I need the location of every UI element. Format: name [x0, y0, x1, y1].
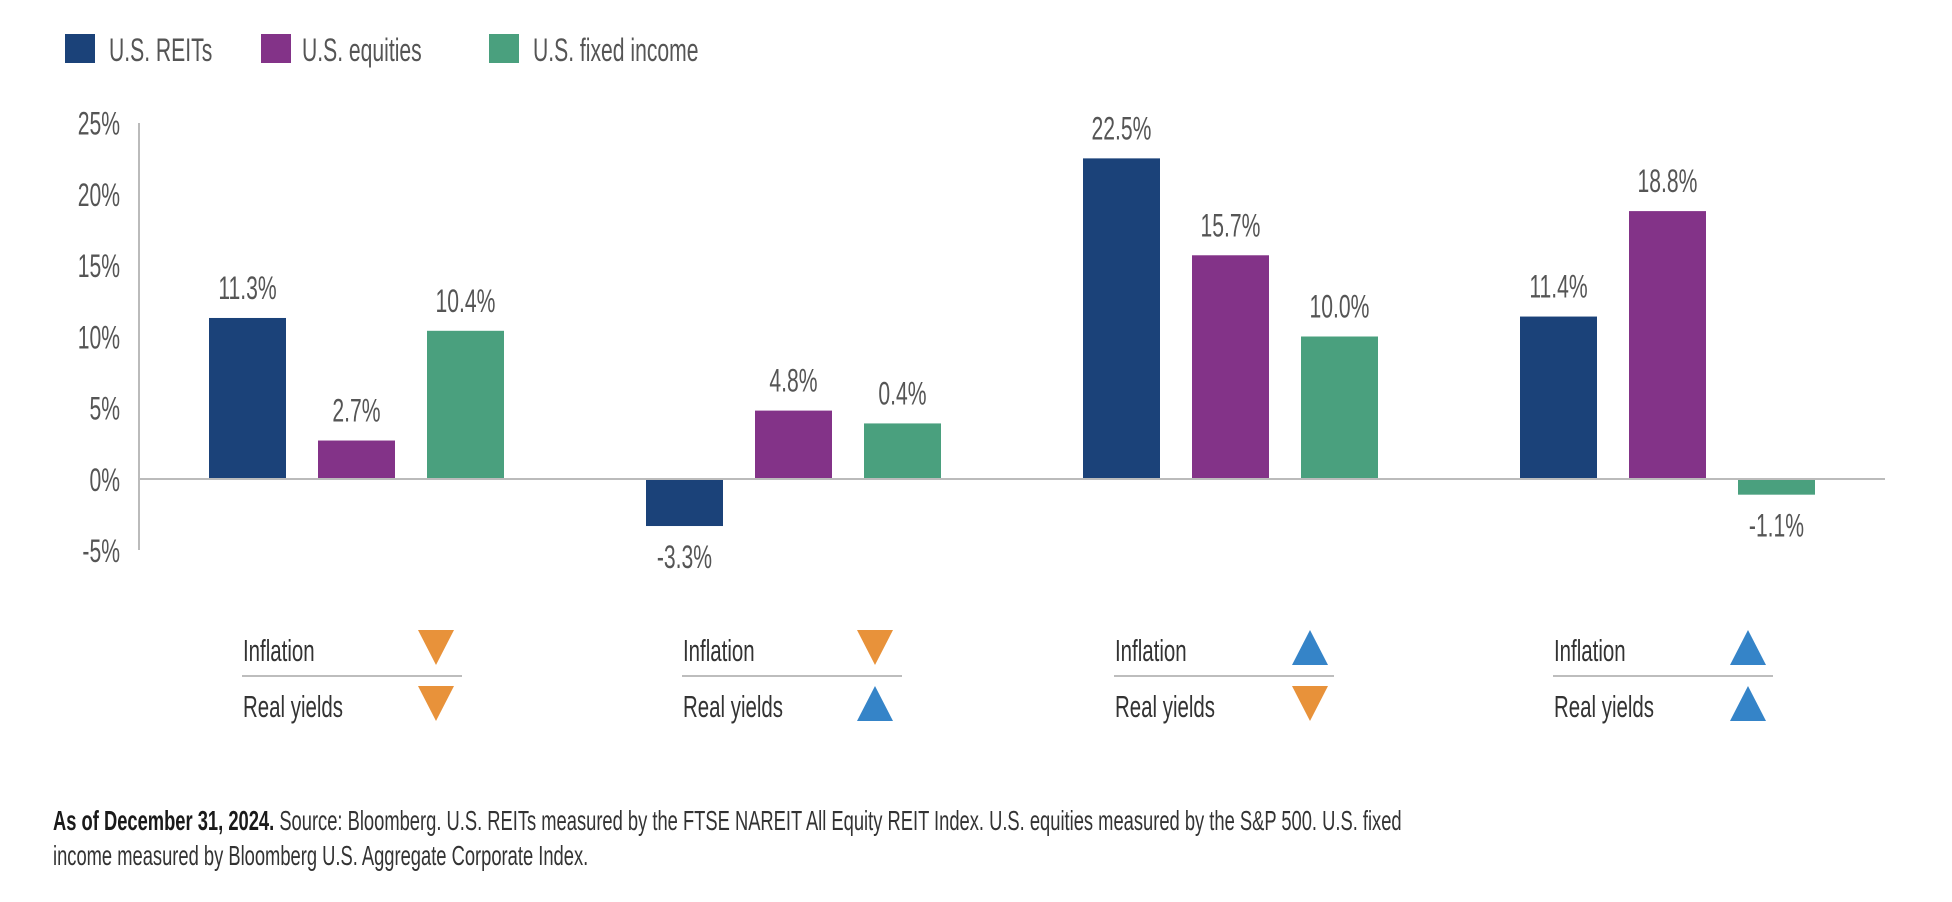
bar-equities	[1629, 211, 1706, 479]
bar-reits	[1520, 316, 1597, 479]
triangle-up-icon	[857, 686, 893, 721]
bar-equities	[1192, 255, 1269, 479]
y-tick-label: 5%	[89, 390, 120, 427]
bar-reits	[1083, 158, 1160, 479]
value-label: 4.8%	[769, 362, 817, 399]
value-label: 10.4%	[436, 282, 496, 319]
value-label: 11.3%	[218, 269, 276, 306]
bar-fixed-income	[864, 423, 941, 479]
triangle-down-icon	[857, 630, 893, 665]
value-label: -3.3%	[657, 539, 712, 576]
legend-item-fixed-income: U.S. fixed income	[489, 31, 699, 68]
footnote-line-2: income measured by Bloomberg U.S. Aggreg…	[53, 840, 589, 871]
legend-label-fixed-income: U.S. fixed income	[533, 31, 699, 68]
y-tick-labels: 25% 20% 15% 10% 5% 0% -5%	[78, 105, 120, 569]
real-yields-label: Real yields	[243, 689, 343, 724]
value-label: 18.8%	[1638, 163, 1698, 200]
footnote-line-1: As of December 31, 2024. Source: Bloombe…	[53, 803, 1874, 838]
indicator-block: Inflation Real yields	[242, 630, 462, 724]
bar-fixed-income	[1738, 479, 1815, 495]
y-tick-label: 15%	[78, 248, 120, 285]
indicator-block: Inflation Real yields	[1553, 630, 1773, 724]
triangle-up-icon	[1730, 686, 1766, 721]
y-tick-label: 25%	[78, 105, 120, 142]
footnote-source: Source: Bloomberg. U.S. REITs measured b…	[274, 805, 1402, 836]
triangle-down-icon	[418, 630, 454, 665]
y-tick-label: 10%	[78, 319, 120, 356]
legend-label-reits: U.S. REITs	[109, 31, 212, 68]
indicator-block: Inflation Real yields	[1114, 630, 1334, 724]
y-tick-label: 0%	[89, 461, 120, 498]
bar-reits	[646, 479, 723, 527]
indicator-block: Inflation Real yields	[682, 630, 902, 724]
real-yields-label: Real yields	[1554, 689, 1654, 724]
legend: U.S. REITs U.S. equities U.S. fixed inco…	[65, 31, 699, 68]
bar-reits	[209, 317, 286, 479]
footnote-date: As of December 31, 2024.	[53, 805, 275, 836]
value-labels: 11.3% -3.3% 22.5% 11.4% 2.7% 4.8% 15.7% 18.8% 10…	[218, 110, 1804, 575]
value-label: 0.4%	[878, 375, 926, 412]
legend-item-reits: U.S. REITs	[65, 31, 212, 68]
footnote: As of December 31, 2024. Source: Bloombe…	[53, 803, 1874, 873]
inflation-label: Inflation	[243, 633, 315, 668]
value-label: 15.7%	[1201, 207, 1261, 244]
indicator-table: Inflation Real yields Inflation Real yields…	[242, 630, 1773, 724]
value-label: 11.4%	[1529, 268, 1587, 305]
bars	[209, 158, 1815, 527]
y-tick-label: 20%	[78, 176, 120, 213]
legend-swatch-reits	[65, 34, 95, 63]
bar-fixed-income	[1301, 336, 1378, 479]
value-label: 22.5%	[1092, 110, 1152, 147]
legend-label-equities: U.S. equities	[302, 31, 422, 68]
triangle-up-icon	[1292, 630, 1328, 665]
inflation-label: Inflation	[1115, 633, 1187, 668]
bar-equities	[318, 440, 395, 479]
legend-item-equities: U.S. equities	[261, 31, 422, 68]
triangle-up-icon	[1730, 630, 1766, 665]
bar-fixed-income	[427, 330, 504, 479]
y-tick-label: -5%	[82, 533, 120, 570]
bar-equities	[755, 410, 832, 479]
value-label: -1.1%	[1749, 507, 1804, 544]
inflation-label: Inflation	[683, 633, 755, 668]
triangle-down-icon	[418, 686, 454, 721]
value-label: 2.7%	[332, 392, 380, 429]
legend-swatch-fixed-income	[489, 34, 519, 63]
inflation-label: Inflation	[1554, 633, 1626, 668]
triangle-down-icon	[1292, 686, 1328, 721]
real-yields-label: Real yields	[683, 689, 783, 724]
real-yields-label: Real yields	[1115, 689, 1215, 724]
value-label: 10.0%	[1310, 288, 1370, 325]
legend-swatch-equities	[261, 34, 291, 63]
